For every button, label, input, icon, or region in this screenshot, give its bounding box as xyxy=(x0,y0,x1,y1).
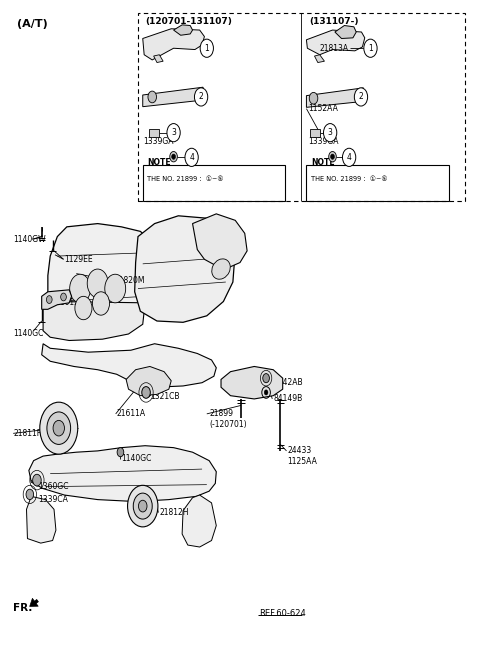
Text: (131107-): (131107-) xyxy=(309,17,358,26)
Text: THE NO. 21899 :  ①~⑤: THE NO. 21899 : ①~⑤ xyxy=(311,176,387,181)
Text: 1360GC: 1360GC xyxy=(38,482,69,491)
Polygon shape xyxy=(29,445,216,502)
Text: 84149B: 84149B xyxy=(273,394,302,403)
Circle shape xyxy=(26,489,34,500)
Bar xyxy=(306,165,449,201)
Text: REF.60-624: REF.60-624 xyxy=(259,608,306,618)
Text: FR.: FR. xyxy=(13,603,33,613)
Text: 1339CA: 1339CA xyxy=(38,495,68,504)
Circle shape xyxy=(47,295,52,303)
Text: (A/T): (A/T) xyxy=(17,19,48,29)
Polygon shape xyxy=(192,214,247,268)
Circle shape xyxy=(53,421,64,436)
Polygon shape xyxy=(306,30,365,55)
Polygon shape xyxy=(335,26,356,39)
Text: 21612: 21612 xyxy=(56,298,80,307)
Circle shape xyxy=(133,493,152,519)
Circle shape xyxy=(172,154,176,159)
Text: 1140GW: 1140GW xyxy=(13,234,46,244)
Text: 1125AA: 1125AA xyxy=(288,457,317,466)
Text: 21820M: 21820M xyxy=(114,276,145,285)
Circle shape xyxy=(138,500,147,512)
Polygon shape xyxy=(174,25,192,35)
Circle shape xyxy=(128,485,158,527)
Text: 1321CB: 1321CB xyxy=(150,392,180,402)
Polygon shape xyxy=(26,496,56,543)
Circle shape xyxy=(185,148,198,166)
Circle shape xyxy=(342,148,356,166)
Text: 21811F: 21811F xyxy=(13,429,41,438)
Text: 3: 3 xyxy=(328,128,333,137)
Circle shape xyxy=(264,390,268,395)
Text: 1: 1 xyxy=(204,44,209,53)
Circle shape xyxy=(324,124,337,141)
Polygon shape xyxy=(306,88,364,107)
Circle shape xyxy=(40,402,78,454)
Circle shape xyxy=(329,151,336,162)
Circle shape xyxy=(263,373,269,383)
Circle shape xyxy=(200,39,214,58)
Polygon shape xyxy=(154,55,163,62)
Polygon shape xyxy=(126,366,171,396)
Bar xyxy=(143,165,285,201)
Text: (120701-131107): (120701-131107) xyxy=(145,17,232,26)
Polygon shape xyxy=(42,290,72,309)
Polygon shape xyxy=(221,366,283,399)
Ellipse shape xyxy=(212,259,230,279)
Polygon shape xyxy=(182,495,216,547)
Circle shape xyxy=(33,474,41,486)
Polygon shape xyxy=(143,87,204,107)
Text: 2: 2 xyxy=(199,92,204,102)
Text: NOTE: NOTE xyxy=(147,158,171,167)
Circle shape xyxy=(60,293,66,301)
Circle shape xyxy=(75,296,92,320)
Circle shape xyxy=(148,91,156,103)
Circle shape xyxy=(70,274,91,303)
Text: 4: 4 xyxy=(189,153,194,162)
Text: 1152AA: 1152AA xyxy=(308,104,338,113)
Polygon shape xyxy=(143,29,204,60)
Circle shape xyxy=(194,88,208,106)
Text: 2: 2 xyxy=(359,92,363,102)
Text: NOTE: NOTE xyxy=(311,158,335,167)
Bar xyxy=(149,129,159,136)
Polygon shape xyxy=(43,301,145,341)
Circle shape xyxy=(142,386,150,398)
Text: 21611A: 21611A xyxy=(117,409,146,419)
Text: 1339GA: 1339GA xyxy=(308,137,338,145)
Bar xyxy=(138,12,466,201)
Text: 1129EE: 1129EE xyxy=(64,255,93,264)
Circle shape xyxy=(331,154,335,159)
Text: THE NO. 21899 :  ①~⑤: THE NO. 21899 : ①~⑤ xyxy=(147,176,224,181)
Circle shape xyxy=(167,124,180,141)
Text: 1140GC: 1140GC xyxy=(121,454,152,463)
Polygon shape xyxy=(42,344,216,387)
Text: 4: 4 xyxy=(347,153,351,162)
Circle shape xyxy=(309,92,318,104)
Text: 21813A: 21813A xyxy=(320,44,349,53)
Polygon shape xyxy=(314,55,324,62)
Bar xyxy=(310,129,320,136)
Text: 1140GC: 1140GC xyxy=(13,329,44,339)
Text: 21812H: 21812H xyxy=(159,508,189,517)
Circle shape xyxy=(47,412,71,444)
Text: 1342AB: 1342AB xyxy=(273,378,303,387)
Circle shape xyxy=(87,269,108,297)
Circle shape xyxy=(364,39,377,58)
Text: 24433: 24433 xyxy=(288,447,312,455)
Circle shape xyxy=(93,291,109,315)
Text: 21899: 21899 xyxy=(209,409,233,419)
Polygon shape xyxy=(48,223,157,334)
Text: 1: 1 xyxy=(368,44,373,53)
Circle shape xyxy=(354,88,368,106)
Circle shape xyxy=(170,151,178,162)
Text: 1339GA: 1339GA xyxy=(143,137,173,145)
Circle shape xyxy=(117,447,124,457)
Text: 3: 3 xyxy=(171,128,176,137)
Polygon shape xyxy=(135,215,235,322)
Circle shape xyxy=(105,274,126,303)
Text: (-120701): (-120701) xyxy=(209,421,247,430)
